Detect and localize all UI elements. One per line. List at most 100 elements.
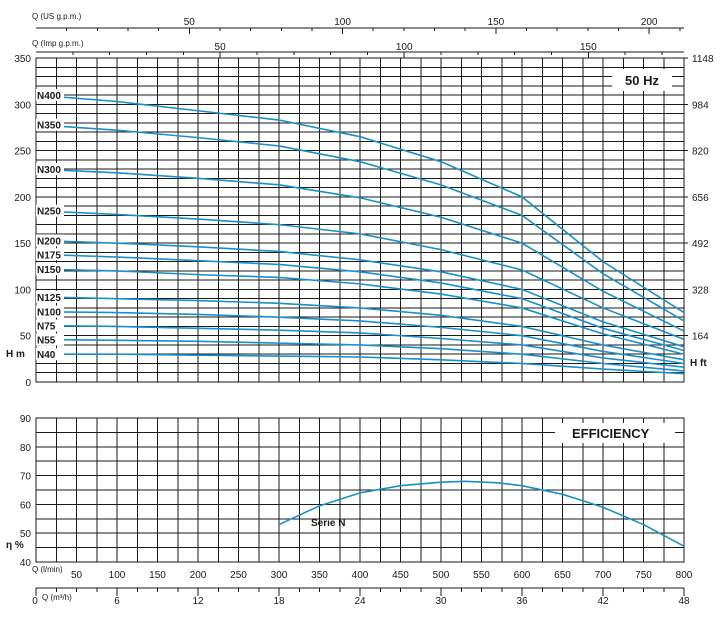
x-bottom-m3h-tick-label: 42: [597, 596, 609, 607]
x-top-imp-tick-label: 50: [215, 42, 227, 53]
x-bottom-lmin-tick-label: 600: [514, 570, 531, 581]
y-left-tick-label: 200: [14, 193, 31, 204]
model-label-bg: [36, 290, 64, 303]
x-top-imp-tick-label: 150: [580, 42, 597, 53]
y-left-tick-label: 250: [14, 147, 31, 158]
axis-labels: 0501001502002503003501643284926568209841…: [14, 17, 714, 607]
y-right-tick-label: 492: [692, 239, 709, 250]
x-bottom-m3h-tick-label: 6: [114, 596, 120, 607]
x-bottom-lmin-tick-label: 800: [676, 570, 693, 581]
x-bottom-lmin-tick-label: 100: [109, 570, 126, 581]
model-label-n250: N250: [37, 207, 61, 218]
y-left-tick-label: 300: [14, 100, 31, 111]
model-label-n100: N100: [37, 308, 61, 319]
x-top-us-tick-label: 200: [641, 17, 658, 28]
x-bottom-lmin-tick-label: 200: [190, 570, 207, 581]
x-bottom-m3h-tick-label: 0: [32, 596, 38, 607]
model-label-bg: [36, 263, 64, 276]
x-bottom-m3h-tick-label: 36: [516, 596, 528, 607]
model-label-n75: N75: [37, 322, 56, 333]
y-left-tick-label: 150: [14, 239, 31, 250]
model-label-bg: [36, 348, 64, 361]
x-top-imp-gpm-title: Q (Imp g.p.m.): [32, 39, 84, 48]
model-label-n350: N350: [37, 121, 61, 132]
curve-n300: [35, 168, 685, 332]
x-top-us-tick-label: 150: [488, 17, 505, 28]
curve-n400: [35, 94, 685, 314]
efficiency-curve-serie-n: [278, 480, 685, 547]
y-left-tick-label: 100: [14, 285, 31, 296]
model-label-n150: N150: [37, 265, 61, 276]
model-label-n400: N400: [37, 91, 61, 102]
curve-n40: [36, 353, 685, 375]
x-bottom-lmin-tick-label: 300: [271, 570, 288, 581]
model-label-bg: [36, 234, 64, 247]
y-right-tick-label: 656: [692, 193, 709, 204]
y-left-efficiency-title: η %: [6, 540, 24, 551]
model-label-n175: N175: [37, 250, 61, 261]
model-label-bg: [36, 204, 64, 217]
x-top-us-tick-label: 50: [184, 17, 196, 28]
y-left-tick-label: 0: [25, 378, 31, 389]
x-bottom-lmin-tick-label: 50: [71, 570, 83, 581]
curve-n200: [35, 239, 685, 348]
curve-n55: [35, 338, 685, 372]
model-label-bg: [36, 118, 64, 131]
x-bottom-lmin-tick-label: 650: [554, 570, 571, 581]
x-bottom-m3h-tick-label: 12: [192, 596, 204, 607]
curve-n175: [35, 253, 685, 352]
x-bottom-m3h-title: Q (m³/h): [42, 593, 72, 602]
x-bottom-lmin-tick-label: 500: [433, 570, 450, 581]
y-right-tick-label: 164: [692, 332, 709, 343]
eff-y-tick-label: 80: [20, 443, 32, 454]
eff-y-tick-label: 60: [20, 500, 32, 511]
model-label-n200: N200: [37, 236, 61, 247]
y-left-head-title: H m: [6, 349, 25, 360]
model-label-n40: N40: [37, 350, 56, 361]
x-bottom-lmin-tick-label: 700: [595, 570, 612, 581]
model-label-bg: [36, 305, 64, 318]
y-right-head-title: H ft: [690, 358, 707, 369]
x-bottom-lmin-tick-label: 350: [311, 570, 328, 581]
head-plot-frame: [35, 57, 685, 383]
y-left-tick-label: 50: [20, 332, 32, 343]
hz-label: 50 Hz: [625, 73, 659, 88]
efficiency-label-bg: [555, 423, 675, 443]
x-bottom-lmin-tick-label: 550: [473, 570, 490, 581]
x-bottom-lmin-title: Q (l/min): [32, 565, 63, 574]
efficiency-label: EFFICIENCY: [572, 426, 650, 441]
model-label-n300: N300: [37, 165, 61, 176]
hz-label-bg: [612, 69, 672, 91]
eff-y-tick-label: 90: [20, 414, 32, 425]
eff-y-tick-label: 50: [20, 529, 32, 540]
curve-n350: [35, 123, 685, 322]
eff-y-tick-label: 70: [20, 472, 32, 483]
model-label-bg: [36, 163, 64, 176]
model-label-n125: N125: [37, 293, 61, 304]
eff-y-tick-label: 40: [20, 558, 32, 569]
x-bottom-m3h-tick-label: 30: [435, 596, 447, 607]
model-label-bg: [36, 333, 64, 346]
efficiency-chart-grid: [35, 417, 685, 563]
x-top-us-tick-label: 100: [334, 17, 351, 28]
y-right-tick-label: 984: [692, 100, 709, 111]
x-bottom-lmin-tick-label: 750: [635, 570, 652, 581]
model-label-bg: [36, 248, 64, 261]
y-right-tick-label: 1148: [692, 54, 714, 65]
y-right-tick-label: 328: [692, 285, 709, 296]
x-bottom-m3h-tick-label: 48: [678, 596, 690, 607]
x-bottom-m3h-tick-label: 24: [354, 596, 366, 607]
model-label-bg: [36, 319, 64, 332]
eff-plot-frame: [35, 417, 685, 563]
y-left-tick-label: 350: [14, 54, 31, 65]
curve-n250: [35, 209, 685, 341]
y-right-tick-label: 820: [692, 147, 709, 158]
x-bottom-lmin-tick-label: 250: [230, 570, 247, 581]
model-label-n55: N55: [37, 335, 56, 346]
curve-n100: [35, 310, 685, 365]
efficiency-curves: [278, 480, 685, 547]
x-bottom-lmin-tick-label: 400: [352, 570, 369, 581]
x-top-imp-tick-label: 100: [396, 42, 413, 53]
curve-n150: [35, 268, 685, 356]
